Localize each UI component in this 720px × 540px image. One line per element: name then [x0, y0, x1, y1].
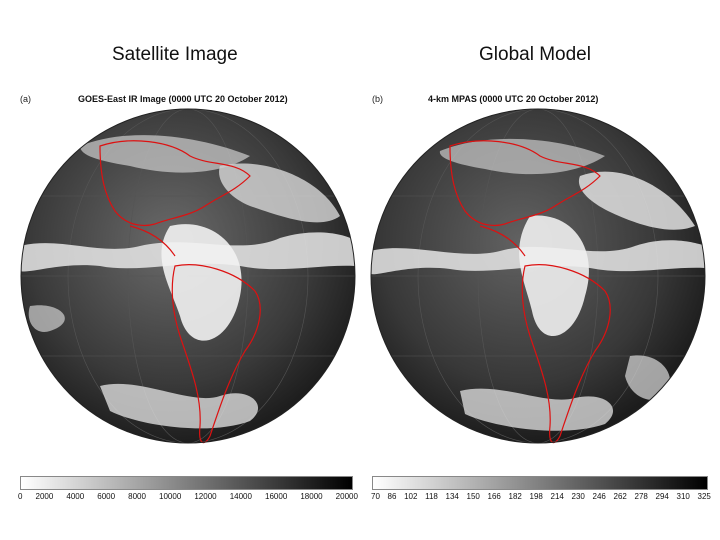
tick-label: 8000 [128, 492, 146, 501]
satellite-panel: (a) GOES-East IR Image (0000 UTC 20 Octo… [14, 88, 364, 458]
tick-label: 2000 [35, 492, 54, 501]
tick-label: 214 [550, 492, 564, 501]
tick-label: 118 [425, 492, 438, 501]
tick-label: 230 [571, 492, 585, 501]
model-coastline-outline [449, 140, 611, 444]
panel-a-title: GOES-East IR Image (0000 UTC 20 October … [78, 94, 288, 104]
tick-label: 262 [613, 492, 627, 501]
tick-label: 16000 [265, 492, 288, 501]
tick-label: 70 [371, 492, 380, 501]
tick-label: 14000 [229, 492, 252, 501]
tick-label: 6000 [97, 492, 116, 501]
model-colorbar-ticks: 70 86 102 118 134 150 166 182 198 214 23… [371, 492, 711, 501]
model-globe-image [370, 108, 706, 444]
panel-b-label: (b) [372, 94, 383, 104]
tick-label: 4000 [66, 492, 85, 501]
cloud-patterns [21, 109, 355, 443]
coastline-outline [99, 140, 261, 444]
tick-label: 0 [18, 492, 23, 501]
tick-label: 20000 [335, 492, 358, 501]
panel-a-label: (a) [20, 94, 31, 104]
tick-label: 310 [676, 492, 690, 501]
tick-label: 12000 [194, 492, 217, 501]
tick-label: 246 [592, 492, 606, 501]
satellite-globe-image [20, 108, 356, 444]
tick-label: 134 [445, 492, 459, 501]
satellite-colorbar-ticks: 0 2000 4000 6000 8000 10000 12000 14000 … [18, 492, 358, 501]
model-cloud-patterns [371, 109, 705, 443]
satellite-colorbar [20, 476, 353, 490]
tick-label: 278 [634, 492, 648, 501]
tick-label: 294 [655, 492, 669, 501]
tick-label: 150 [466, 492, 480, 501]
model-panel: (b) 4-km MPAS (0000 UTC 20 October 2012) [364, 88, 714, 458]
tick-label: 325 [697, 492, 711, 501]
tick-label: 18000 [300, 492, 323, 501]
satellite-image-heading: Satellite Image [112, 44, 238, 65]
tick-label: 166 [487, 492, 501, 501]
tick-label: 198 [529, 492, 543, 501]
tick-label: 182 [508, 492, 522, 501]
model-colorbar [372, 476, 708, 490]
tick-label: 86 [387, 492, 397, 501]
panel-b-title: 4-km MPAS (0000 UTC 20 October 2012) [428, 94, 599, 104]
global-model-heading: Global Model [479, 44, 591, 65]
tick-label: 10000 [159, 492, 182, 501]
tick-label: 102 [404, 492, 418, 501]
